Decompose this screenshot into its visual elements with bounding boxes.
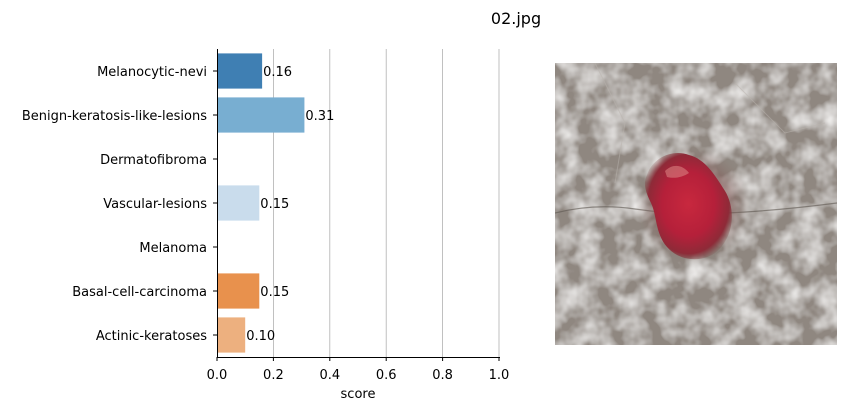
category-label: Vascular-lesions: [103, 197, 207, 212]
bar: [217, 53, 263, 89]
x-tick-label: 0.0: [207, 368, 228, 383]
category-label: Benign-keratosis-like-lesions: [22, 109, 207, 124]
category-label: Melanocytic-nevi: [97, 65, 207, 80]
category-label: Basal-cell-carcinoma: [72, 285, 207, 300]
lesion-photo: [555, 63, 837, 345]
bar-value-label: 0.15: [260, 197, 289, 212]
bar-value-label: 0.10: [246, 329, 275, 344]
x-ticks: 0.0 0.2 0.4 0.6 0.8 1.0: [207, 357, 510, 383]
value-labels: 0.16 0.31 0.15 0.15 0.10: [246, 65, 334, 344]
bar: [217, 97, 305, 133]
bar-value-label: 0.31: [305, 109, 334, 124]
bar-value-label: 0.15: [260, 285, 289, 300]
category-label: Actinic-keratoses: [96, 329, 207, 344]
bar-value-label: 0.16: [263, 65, 292, 80]
category-label: Dermatofibroma: [100, 153, 207, 168]
skin-crease: [734, 82, 826, 134]
x-tick-label: 0.8: [432, 368, 453, 383]
figure-title: 02.jpg: [490, 9, 542, 28]
x-tick-label: 0.4: [319, 368, 340, 383]
x-tick-label: 0.2: [263, 368, 284, 383]
bar: [217, 317, 246, 353]
category-labels: Melanocytic-nevi Benign-keratosis-like-le…: [22, 65, 217, 344]
skin-crease: [594, 63, 626, 184]
bars: [217, 53, 305, 353]
lesion-highlight: [665, 165, 689, 178]
bar: [217, 185, 260, 221]
category-label: Melanoma: [139, 241, 207, 256]
grid-lines: [272, 49, 500, 357]
bar: [217, 273, 260, 309]
x-tick-label: 0.6: [376, 368, 397, 383]
x-tick-label: 1.0: [489, 368, 510, 383]
x-axis-label: score: [341, 387, 376, 402]
lesion: [644, 153, 732, 260]
